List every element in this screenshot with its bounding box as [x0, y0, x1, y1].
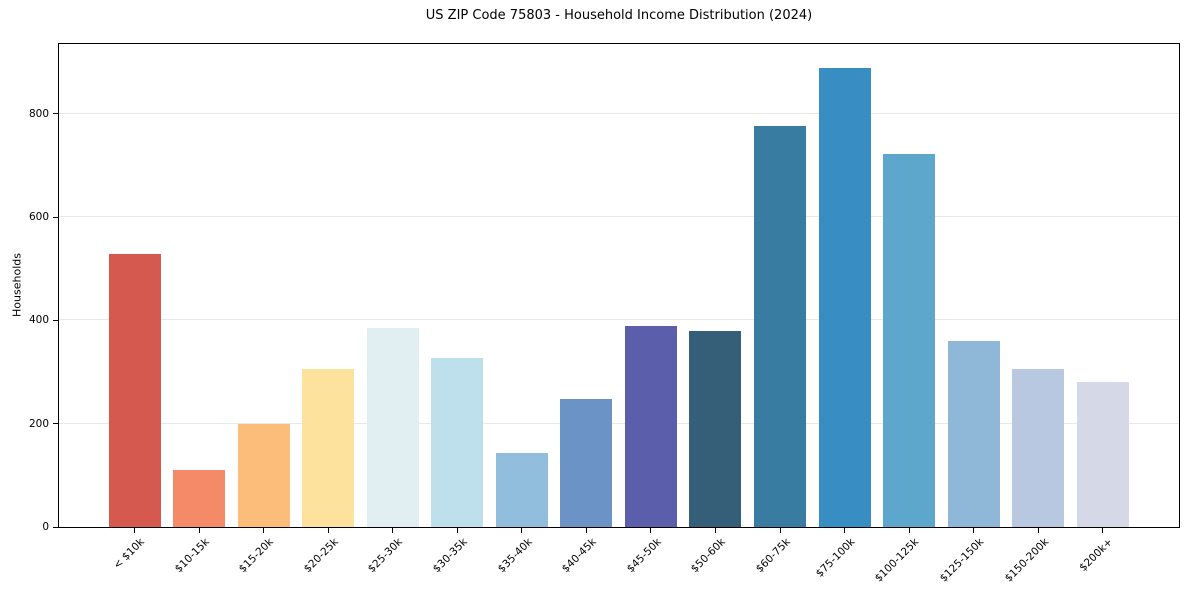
x-tick-label-25-30k: $25-30k — [366, 536, 406, 576]
x-tick-label-40-45k: $40-45k — [559, 536, 599, 576]
y-tick-mark-600 — [53, 216, 58, 218]
x-tick-mark-150-200k — [1037, 528, 1039, 533]
y-tick-mark-400 — [53, 319, 58, 321]
x-tick-mark-45-50k — [650, 528, 652, 533]
x-tick-label-200k+: $200k+ — [1077, 536, 1116, 574]
chart-title: US ZIP Code 75803 - Household Income Dis… — [425, 8, 813, 23]
y-tick-label-400: 400 — [28, 314, 49, 327]
x-tick-mark-50-60k — [714, 528, 716, 533]
x-tick-mark-100-125k — [908, 528, 910, 533]
bar-100-125k — [883, 153, 936, 527]
bar-75-100k — [818, 68, 871, 527]
bar-20-25k — [302, 369, 355, 527]
x-tick-label-30-35k: $30-35k — [430, 536, 470, 576]
x-tick-label-45-50k: $45-50k — [624, 536, 664, 576]
x-tick-mark-25-30k — [392, 528, 394, 533]
x-tick-mark-15-20k — [263, 528, 265, 533]
x-tick-label-100-125k: $100-125k — [873, 536, 922, 585]
bar-10-15k — [173, 470, 226, 527]
y-tick-label-800: 800 — [28, 107, 49, 120]
x-tick-mark-125-150k — [973, 528, 975, 533]
x-tick-mark-35-40k — [521, 528, 523, 533]
y-tick-label-600: 600 — [28, 211, 49, 224]
gridline-600 — [59, 216, 1179, 218]
x-tick-label-10-15k: $10-15k — [172, 536, 212, 576]
bar-45-50k — [624, 326, 677, 527]
x-tick-label-150-200k: $150-200k — [1002, 536, 1051, 585]
x-tick-mark-10-15k — [198, 528, 200, 533]
x-tick-label-60-75k: $60-75k — [753, 536, 793, 576]
bar-35-40k — [495, 453, 548, 527]
x-tick-mark-200k+ — [1102, 528, 1104, 533]
bar-30-35k — [431, 358, 484, 527]
x-tick-label-15-20k: $15-20k — [237, 536, 277, 576]
y-tick-mark-200 — [53, 423, 58, 425]
plot-area — [58, 43, 1180, 528]
bar-25-30k — [366, 328, 419, 527]
x-tick-mark-60-75k — [779, 528, 781, 533]
y-tick-mark-0 — [53, 526, 58, 528]
bar-150-200k — [1012, 368, 1065, 527]
x-tick-label-50-60k: $50-60k — [688, 536, 728, 576]
x-tick-label-20-25k: $20-25k — [301, 536, 341, 576]
bar-125-150k — [947, 340, 1000, 527]
x-tick-mark-40-45k — [585, 528, 587, 533]
bar-60-75k — [754, 125, 806, 527]
bar-200k+ — [1076, 382, 1129, 527]
bar-15-20k — [237, 423, 290, 527]
bar-40-45k — [560, 398, 613, 527]
x-tick-mark-75-100k — [844, 528, 846, 533]
x-tick-mark-10k — [134, 528, 135, 533]
bar-50-60k — [689, 330, 742, 527]
gridline-200 — [59, 422, 1179, 424]
x-tick-label-125-150k: $125-150k — [937, 536, 987, 585]
x-tick-label-75-100k: $75-100k — [813, 536, 858, 580]
x-tick-mark-20-25k — [327, 528, 329, 533]
y-tick-label-200: 200 — [28, 417, 49, 430]
gridline-800 — [59, 112, 1179, 114]
y-axis-label: Households — [10, 253, 24, 317]
y-tick-label-0: 0 — [42, 521, 49, 533]
bar-10k — [108, 254, 161, 527]
x-tick-label-35-40k: $35-40k — [495, 536, 535, 576]
gridline-400 — [59, 319, 1179, 321]
x-tick-mark-30-35k — [456, 528, 458, 533]
x-tick-label-10k: < $10k — [111, 536, 147, 572]
y-tick-mark-800 — [53, 113, 58, 115]
